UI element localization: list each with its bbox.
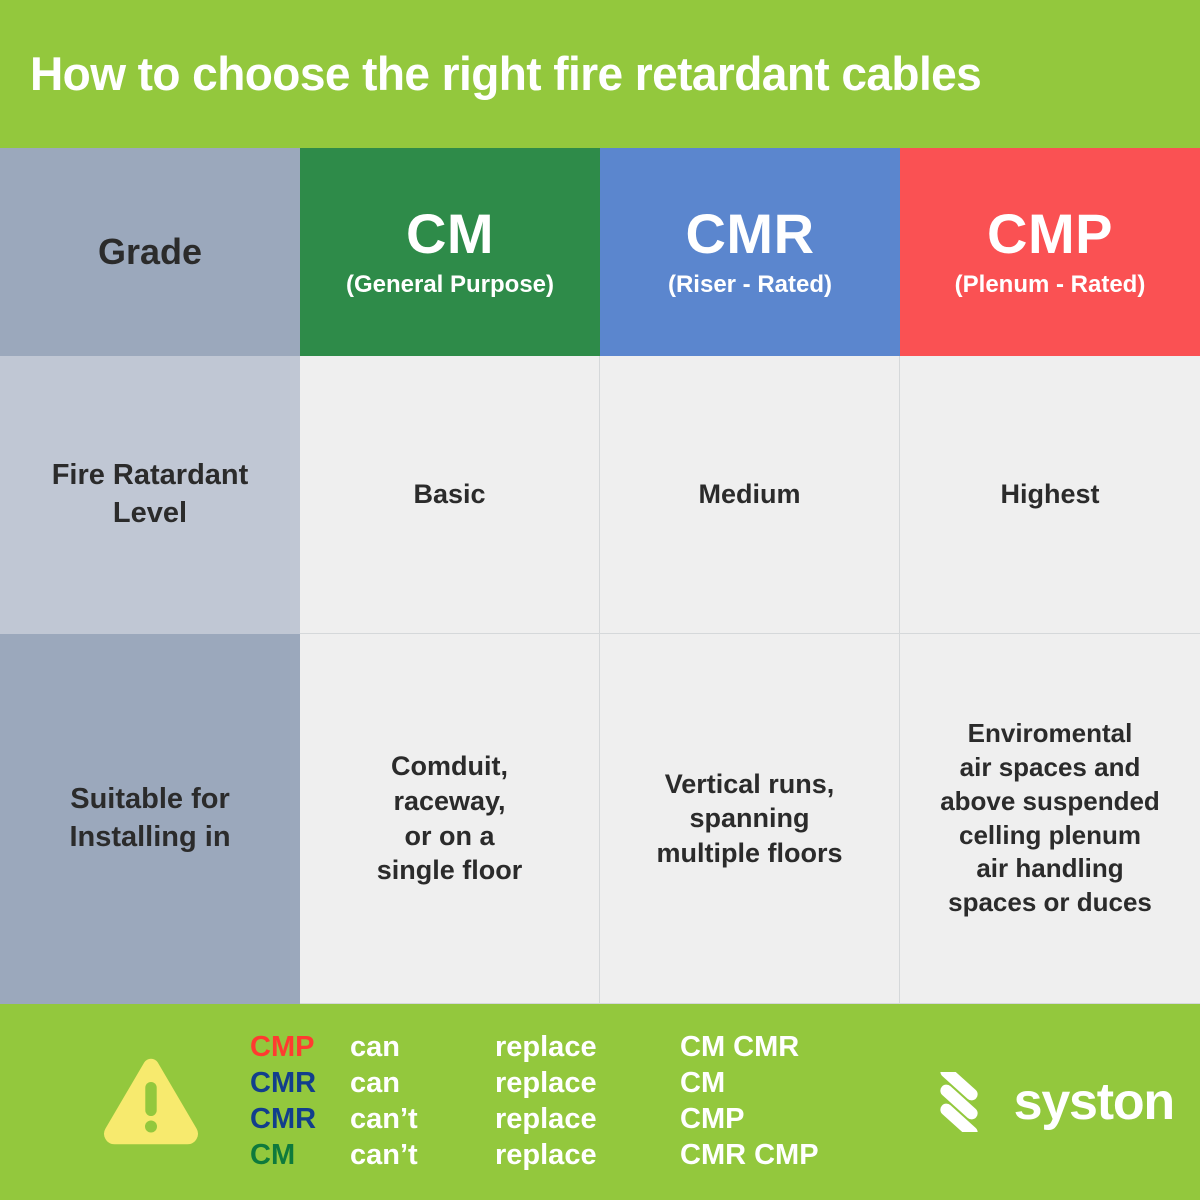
cell-value-line: multiple floors — [656, 837, 843, 868]
cell-level-cmp: Highest — [900, 356, 1200, 634]
rule-object: CMR CMP — [680, 1138, 819, 1171]
rule-object: CMP — [680, 1103, 745, 1135]
footer-band: CMP can replace CM CMR CMR can replace C… — [0, 1004, 1200, 1200]
rule-verb: can — [350, 1031, 400, 1064]
rule-subject: CMR — [250, 1067, 317, 1100]
table-header-row: Grade CM (General Purpose) CMR (Riser - … — [0, 148, 1200, 356]
grade-sub-cmp: (Plenum - Rated) — [954, 270, 1146, 298]
cell-level-cmr: Medium — [600, 356, 900, 634]
header-cell-cmr: CMR (Riser - Rated) — [600, 148, 900, 356]
cell-value-line: Vertical runs, — [664, 768, 835, 799]
rule-object: CM — [680, 1067, 726, 1100]
cell-value-line: raceway, — [393, 785, 506, 816]
cell-value-line: air handling — [976, 853, 1124, 884]
rule-row: CMR can replace CM — [250, 1066, 909, 1102]
header-cell-cmp: CMP (Plenum - Rated) — [900, 148, 1200, 356]
rule-action: replace — [495, 1031, 597, 1064]
cell-value-line: or on a — [404, 820, 495, 851]
rule-row: CMP can replace CM CMR — [250, 1030, 909, 1066]
cell-value: Enviromental air spaces and above suspen… — [940, 717, 1160, 920]
rule-row: CMR can’t replace CMP — [250, 1102, 909, 1138]
cell-value: Basic — [413, 479, 486, 509]
cell-install-cm: Comduit, raceway, or on a single floor — [300, 634, 600, 1004]
syston-logo: syston — [909, 1072, 1176, 1132]
grade-code-cmp: CMP — [987, 201, 1113, 265]
rule-subject: CM — [250, 1138, 296, 1171]
cell-value-line: single floor — [376, 855, 523, 886]
warning-triangle-icon — [104, 1058, 198, 1145]
cell-value-line: spaces or duces — [948, 887, 1152, 918]
row-label-fire-retardant-level: Fire Ratardant Level — [0, 356, 300, 634]
grade-code-cmr: CMR — [685, 201, 815, 265]
cell-value: Highest — [1000, 479, 1100, 509]
table-row: Suitable for Installing in Comduit, race… — [0, 634, 1200, 1004]
row-label-line: Fire Ratardant — [51, 459, 249, 492]
rule-action: replace — [495, 1067, 597, 1100]
page-title: How to choose the right fire retardant c… — [30, 47, 982, 101]
rule-subject: CMP — [250, 1031, 315, 1064]
replacement-rules-list: CMP can replace CM CMR CMR can replace C… — [206, 1030, 909, 1174]
cell-value-line: spanning — [689, 803, 810, 834]
comparison-table: Grade CM (General Purpose) CMR (Riser - … — [0, 148, 1200, 1004]
row-label-line: Suitable for — [70, 783, 230, 816]
cell-value-line: air spaces and — [959, 751, 1141, 782]
rule-row: CM can’t replace CMR CMP — [250, 1138, 909, 1174]
row-label-suitable-for-installing-in: Suitable for Installing in — [0, 634, 300, 1004]
header-cell-grade: Grade — [0, 148, 300, 356]
row-label-line: Installing in — [69, 821, 231, 853]
grade-sub-cmr: (Riser - Rated) — [667, 270, 833, 298]
cell-install-cmp: Enviromental air spaces and above suspen… — [900, 634, 1200, 1004]
cell-install-cmr: Vertical runs, spanning multiple floors — [600, 634, 900, 1004]
cell-value-line: above suspended — [940, 785, 1160, 816]
cell-value: Comduit, raceway, or on a single floor — [377, 749, 523, 887]
rule-verb: can’t — [350, 1103, 418, 1135]
cell-value: Vertical runs, spanning multiple floors — [656, 767, 842, 871]
title-band: How to choose the right fire retardant c… — [0, 0, 1200, 148]
cell-value-line: Comduit, — [391, 751, 508, 782]
cell-value-line: celling plenum — [958, 819, 1142, 850]
warning-icon-wrap — [96, 1054, 206, 1150]
table-row: Fire Ratardant Level Basic Medium Highes… — [0, 356, 1200, 634]
grade-code-cm: CM — [405, 201, 495, 265]
rule-action: replace — [495, 1103, 597, 1135]
row-label-line: Level — [112, 497, 188, 529]
rule-action: replace — [495, 1138, 597, 1171]
syston-wordmark: syston — [1013, 1073, 1176, 1131]
cell-value-line: Enviromental — [967, 718, 1133, 749]
rule-object: CM CMR — [680, 1031, 800, 1064]
cell-value: Medium — [698, 479, 801, 509]
rule-verb: can’t — [350, 1138, 418, 1171]
grade-sub-cm: (General Purpose) — [345, 270, 555, 298]
syston-logo-mark-icon — [939, 1072, 978, 1132]
rule-verb: can — [350, 1067, 400, 1100]
rule-subject: CMR — [250, 1103, 317, 1135]
header-cell-cm: CM (General Purpose) — [300, 148, 600, 356]
cell-level-cm: Basic — [300, 356, 600, 634]
